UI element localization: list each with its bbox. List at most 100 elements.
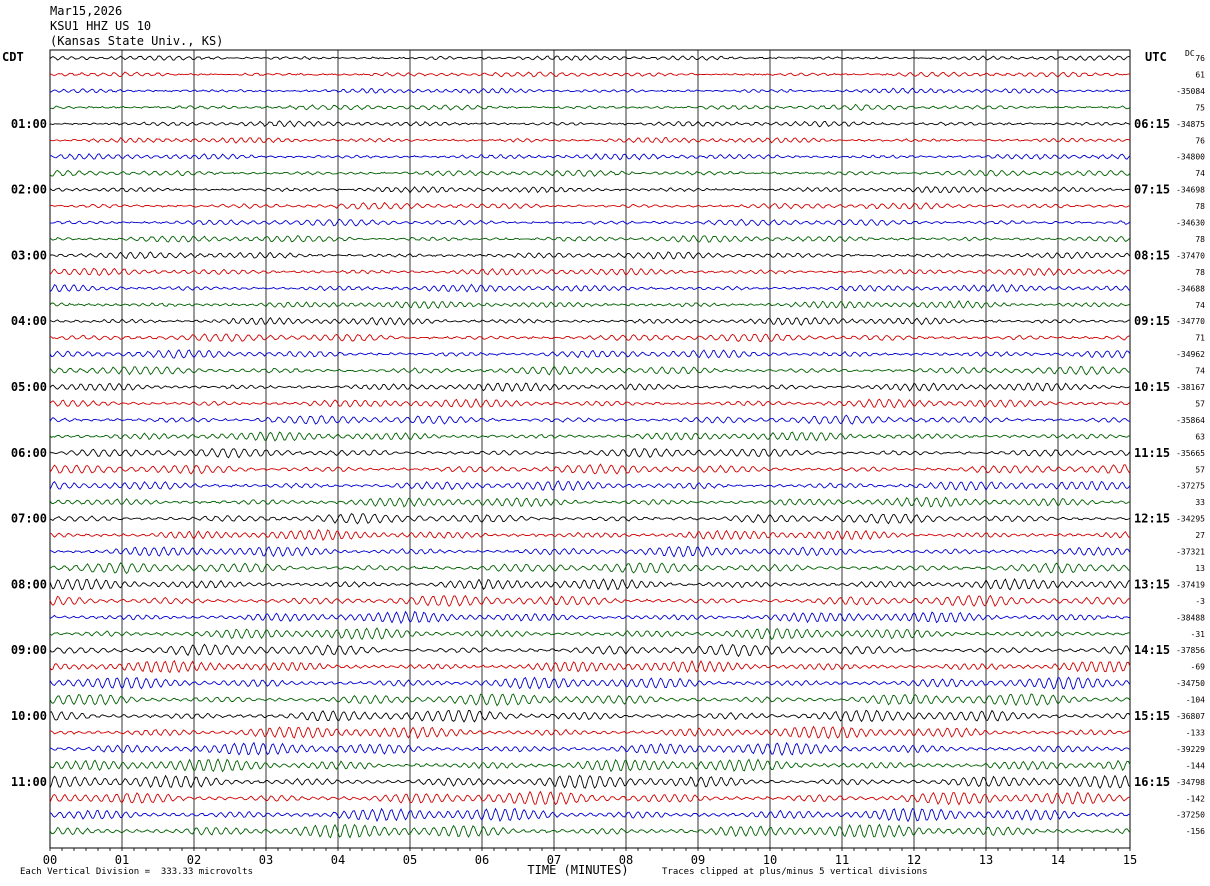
x-tick-label: 00	[43, 853, 57, 867]
trace-line	[49, 562, 1131, 575]
dc-offset-value: 74	[1195, 367, 1205, 376]
header-date: Mar15,2026	[50, 4, 123, 18]
trace-line	[49, 137, 1131, 144]
left-hour-label: 08:00	[11, 577, 47, 591]
x-tick-label: 09	[691, 853, 705, 867]
dc-offset-value: -34798	[1176, 778, 1205, 787]
x-tick-label: 14	[1051, 853, 1065, 867]
trace-line	[49, 186, 1131, 194]
dc-offset-value: -31	[1191, 630, 1206, 639]
dc-offset-value: 61	[1195, 70, 1205, 79]
left-hour-label: 03:00	[11, 248, 47, 262]
dc-offset-value: -35084	[1176, 87, 1205, 96]
dc-offset-value: 78	[1195, 268, 1205, 277]
dc-offset-value: -144	[1186, 761, 1205, 770]
dc-offset-value: -38488	[1176, 613, 1205, 622]
dc-offset-value: -37321	[1176, 548, 1205, 557]
dc-offset-value: -34770	[1176, 317, 1205, 326]
dc-offset-value: -39229	[1176, 745, 1205, 754]
right-hour-label: 14:15	[1134, 643, 1170, 657]
dc-offset-value: -37419	[1176, 580, 1205, 589]
dc-offset-value: -37275	[1176, 482, 1205, 491]
dc-offset-value: 71	[1195, 334, 1205, 343]
trace-line	[49, 54, 1131, 62]
dc-offset-value: 76	[1195, 136, 1205, 145]
dc-offset-value: -34630	[1176, 219, 1205, 228]
trace-line	[49, 676, 1131, 691]
trace-line	[49, 480, 1131, 492]
dc-offset-value: -34698	[1176, 186, 1205, 195]
dc-offset-value: -37470	[1176, 251, 1205, 260]
dc-offset-value: -142	[1186, 794, 1205, 803]
left-hour-label: 09:00	[11, 643, 47, 657]
trace-line	[49, 300, 1131, 309]
dc-offset-value: 57	[1195, 465, 1205, 474]
trace-line	[49, 120, 1131, 128]
trace-line	[49, 201, 1131, 210]
trace-line	[49, 693, 1131, 707]
right-hour-label: 06:15	[1134, 117, 1170, 131]
trace-line	[49, 398, 1131, 409]
trace-line	[49, 774, 1131, 789]
x-tick-label: 15	[1123, 853, 1137, 867]
dc-offset-value: -38167	[1176, 383, 1205, 392]
left-hour-label: 07:00	[11, 512, 47, 526]
dc-offset-value: -37250	[1176, 811, 1205, 820]
trace-line	[49, 512, 1131, 525]
trace-line	[49, 496, 1131, 508]
trace-line	[49, 594, 1131, 607]
dc-offset-value: -37856	[1176, 646, 1205, 655]
trace-line	[49, 807, 1131, 823]
left-hour-label: 10:00	[11, 709, 47, 723]
trace-line	[49, 790, 1131, 806]
trace-line	[49, 349, 1131, 359]
trace-line	[50, 218, 1131, 227]
x-tick-label: 12	[907, 853, 921, 867]
dc-offset-value: 74	[1195, 169, 1205, 178]
right-hour-label: 11:15	[1134, 446, 1170, 460]
trace-line	[49, 627, 1131, 641]
dc-offset-value: -35665	[1176, 449, 1205, 458]
trace-line	[49, 741, 1131, 757]
trace-line	[49, 153, 1131, 161]
dc-offset-value: -34875	[1176, 120, 1205, 129]
dc-offset-value: -36807	[1176, 712, 1205, 721]
trace-line	[49, 267, 1131, 276]
right-hour-label: 10:15	[1134, 380, 1170, 394]
dc-offset-value: -3	[1195, 597, 1205, 606]
dc-offset-value: -133	[1186, 728, 1205, 737]
left-hour-label: 02:00	[11, 183, 47, 197]
right-hour-label: 09:15	[1134, 314, 1170, 328]
x-axis-title: TIME (MINUTES)	[527, 863, 628, 877]
dc-offset-value: -34800	[1176, 153, 1205, 162]
trace-line	[49, 709, 1131, 723]
trace-line	[49, 333, 1131, 343]
right-hour-label: 08:15	[1134, 248, 1170, 262]
dc-offset-value: 76	[1195, 54, 1205, 63]
x-tick-label: 13	[979, 853, 993, 867]
trace-line	[49, 610, 1131, 625]
trace-line	[49, 365, 1131, 376]
left-hour-label: 05:00	[11, 380, 47, 394]
x-tick-label: 07	[547, 853, 561, 867]
x-tick-label: 03	[259, 853, 273, 867]
trace-line	[49, 169, 1131, 177]
right-timezone-label: UTC	[1145, 50, 1167, 64]
x-tick-label: 08	[619, 853, 633, 867]
dc-offset-value: -35864	[1176, 416, 1205, 425]
trace-line	[49, 447, 1131, 459]
footer-clip-note: Traces clipped at plus/minus 5 vertical …	[662, 867, 928, 877]
dc-offset-value: 78	[1195, 235, 1205, 244]
dc-offset-value: -34750	[1176, 679, 1205, 688]
trace-line	[49, 87, 1131, 94]
dc-offset-value: 27	[1195, 531, 1205, 540]
x-tick-label: 01	[115, 853, 129, 867]
left-hour-label: 11:00	[11, 775, 47, 789]
left-hour-label: 01:00	[11, 117, 47, 131]
x-tick-label: 05	[403, 853, 417, 867]
trace-line	[49, 382, 1131, 392]
x-tick-label: 11	[835, 853, 849, 867]
trace-line	[49, 823, 1131, 839]
right-hour-label: 12:15	[1134, 512, 1170, 526]
dc-offset-value: -104	[1186, 696, 1205, 705]
